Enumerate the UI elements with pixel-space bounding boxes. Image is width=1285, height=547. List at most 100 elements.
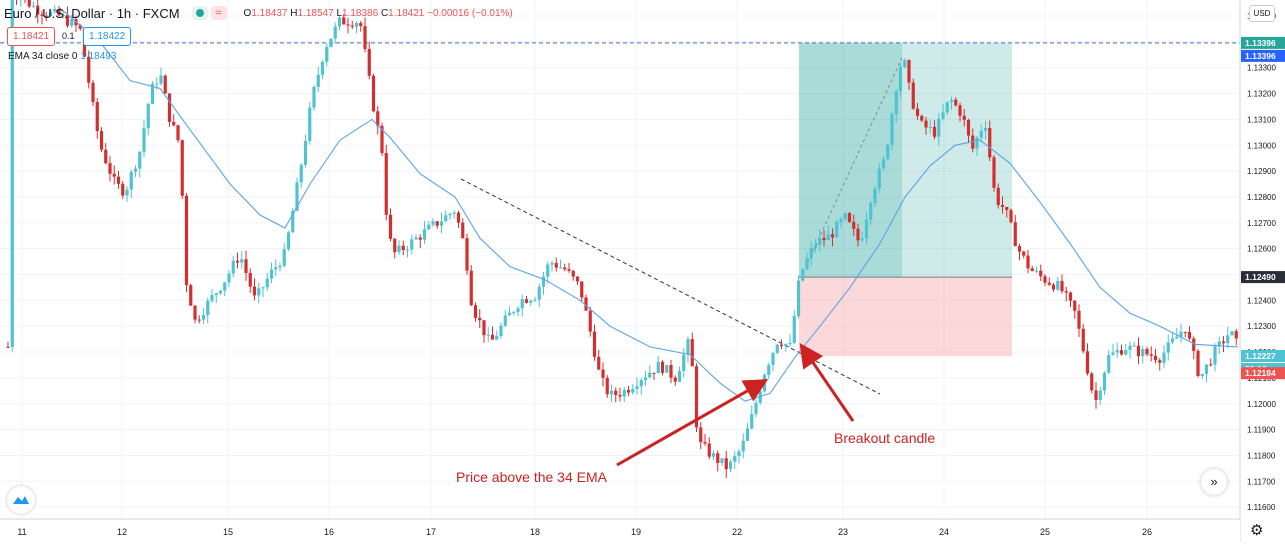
- candle-bull: [278, 262, 282, 272]
- time-axis-bg: [0, 519, 1240, 542]
- candle-bear: [563, 263, 567, 272]
- candle-bull: [405, 246, 410, 258]
- candle-body: [937, 118, 941, 137]
- candle-bear: [1081, 324, 1085, 354]
- candle-body: [1009, 210, 1013, 223]
- candle-bull: [146, 102, 150, 136]
- candle-bull: [1230, 330, 1234, 336]
- candle-body: [1111, 352, 1115, 355]
- candle-bull: [520, 294, 524, 317]
- candle-body: [516, 308, 520, 312]
- market-status-icon[interactable]: [191, 6, 208, 20]
- tradingview-logo-icon[interactable]: [7, 486, 35, 514]
- candle-body: [252, 286, 257, 296]
- candle-body: [133, 168, 138, 172]
- gear-icon[interactable]: ⚙: [1250, 522, 1264, 539]
- candle-body: [274, 267, 278, 270]
- candle-bear: [954, 97, 958, 107]
- scroll-to-realtime-button[interactable]: »: [1201, 469, 1227, 495]
- candle-body: [223, 282, 227, 291]
- candle-bull: [648, 365, 652, 379]
- candle-body: [104, 149, 108, 164]
- candle-bear: [669, 359, 673, 384]
- current-price-label-bg: [1241, 350, 1285, 362]
- candle-bear: [367, 41, 371, 80]
- candle-body: [558, 267, 563, 269]
- candle-bull: [1175, 327, 1179, 339]
- candle-bull: [656, 355, 660, 374]
- candle-body: [826, 234, 830, 241]
- candle-body: [813, 244, 818, 248]
- candle-body: [325, 46, 329, 62]
- candle-bear: [852, 214, 856, 236]
- candle-bull: [983, 120, 988, 140]
- candle-bull: [741, 433, 745, 459]
- buy-price-button[interactable]: 1.18422: [83, 27, 132, 46]
- price-axis-bg: [1240, 0, 1285, 542]
- candle-body: [652, 372, 656, 374]
- candle-body: [886, 144, 890, 159]
- candle-bull: [1170, 331, 1175, 345]
- candle-bull: [949, 96, 954, 110]
- candle-body: [1022, 251, 1026, 256]
- candle-bull: [728, 459, 733, 473]
- candle-bull: [1200, 373, 1204, 380]
- candle-body: [61, 14, 65, 16]
- candle-body: [592, 331, 597, 357]
- candle-bear: [180, 139, 184, 200]
- candle-bear: [456, 210, 461, 228]
- compare-icon[interactable]: ≈: [210, 6, 227, 20]
- candle-body: [490, 334, 495, 340]
- candle-bull: [427, 220, 431, 231]
- candle-body: [422, 229, 427, 240]
- candle-bull: [448, 212, 452, 220]
- candle-bear: [1013, 215, 1017, 247]
- candle-body: [414, 237, 418, 240]
- candle-body: [405, 249, 410, 251]
- candle-body: [805, 258, 809, 270]
- candle-body: [1200, 373, 1204, 376]
- currency-button[interactable]: USD: [1249, 5, 1275, 22]
- candle-body: [503, 315, 507, 326]
- candle-body: [469, 270, 473, 306]
- sell-price-button[interactable]: 1.18421: [7, 27, 56, 46]
- candle-bear: [24, 0, 26, 4]
- candle-body: [167, 93, 172, 122]
- price-tick-label: 1.12800: [1247, 193, 1276, 202]
- annotation-arrow-ema: [616, 379, 769, 467]
- candle-body: [371, 75, 376, 112]
- candle-bull: [159, 67, 163, 86]
- candle-bear: [597, 349, 601, 371]
- candle-body: [992, 157, 996, 188]
- ema-legend[interactable]: EMA 34 close 0 1.18493: [8, 51, 116, 62]
- candle-bear: [856, 223, 860, 247]
- candle-bull: [864, 212, 869, 245]
- candle-body: [176, 125, 180, 141]
- candle-body: [1209, 364, 1213, 366]
- candle-body: [401, 245, 405, 251]
- candle-bull: [818, 229, 822, 252]
- candle-body: [716, 453, 720, 464]
- candle-body: [707, 443, 711, 457]
- candle-body: [227, 273, 231, 283]
- candle-bear: [575, 276, 580, 286]
- candle-body: [983, 127, 988, 131]
- candle-body: [1124, 349, 1128, 355]
- candle-body: [1000, 204, 1005, 207]
- candle-bull: [975, 136, 979, 157]
- candle-bull: [452, 210, 456, 219]
- symbol-title[interactable]: Euro / U.S. Dollar · 1h · FXCM: [4, 5, 180, 21]
- candle-bull: [745, 423, 750, 442]
- candle-bull: [1213, 343, 1217, 372]
- candle-body: [614, 390, 618, 396]
- candle-bull: [809, 241, 813, 267]
- candle-body: [295, 182, 299, 211]
- candle-bull: [295, 177, 299, 212]
- price-tick-label: 1.13100: [1247, 115, 1276, 124]
- candle-body: [520, 299, 524, 309]
- candle-body: [575, 276, 580, 282]
- candle-body: [1132, 345, 1136, 347]
- candle-body: [482, 320, 486, 336]
- candle-bear: [435, 220, 439, 229]
